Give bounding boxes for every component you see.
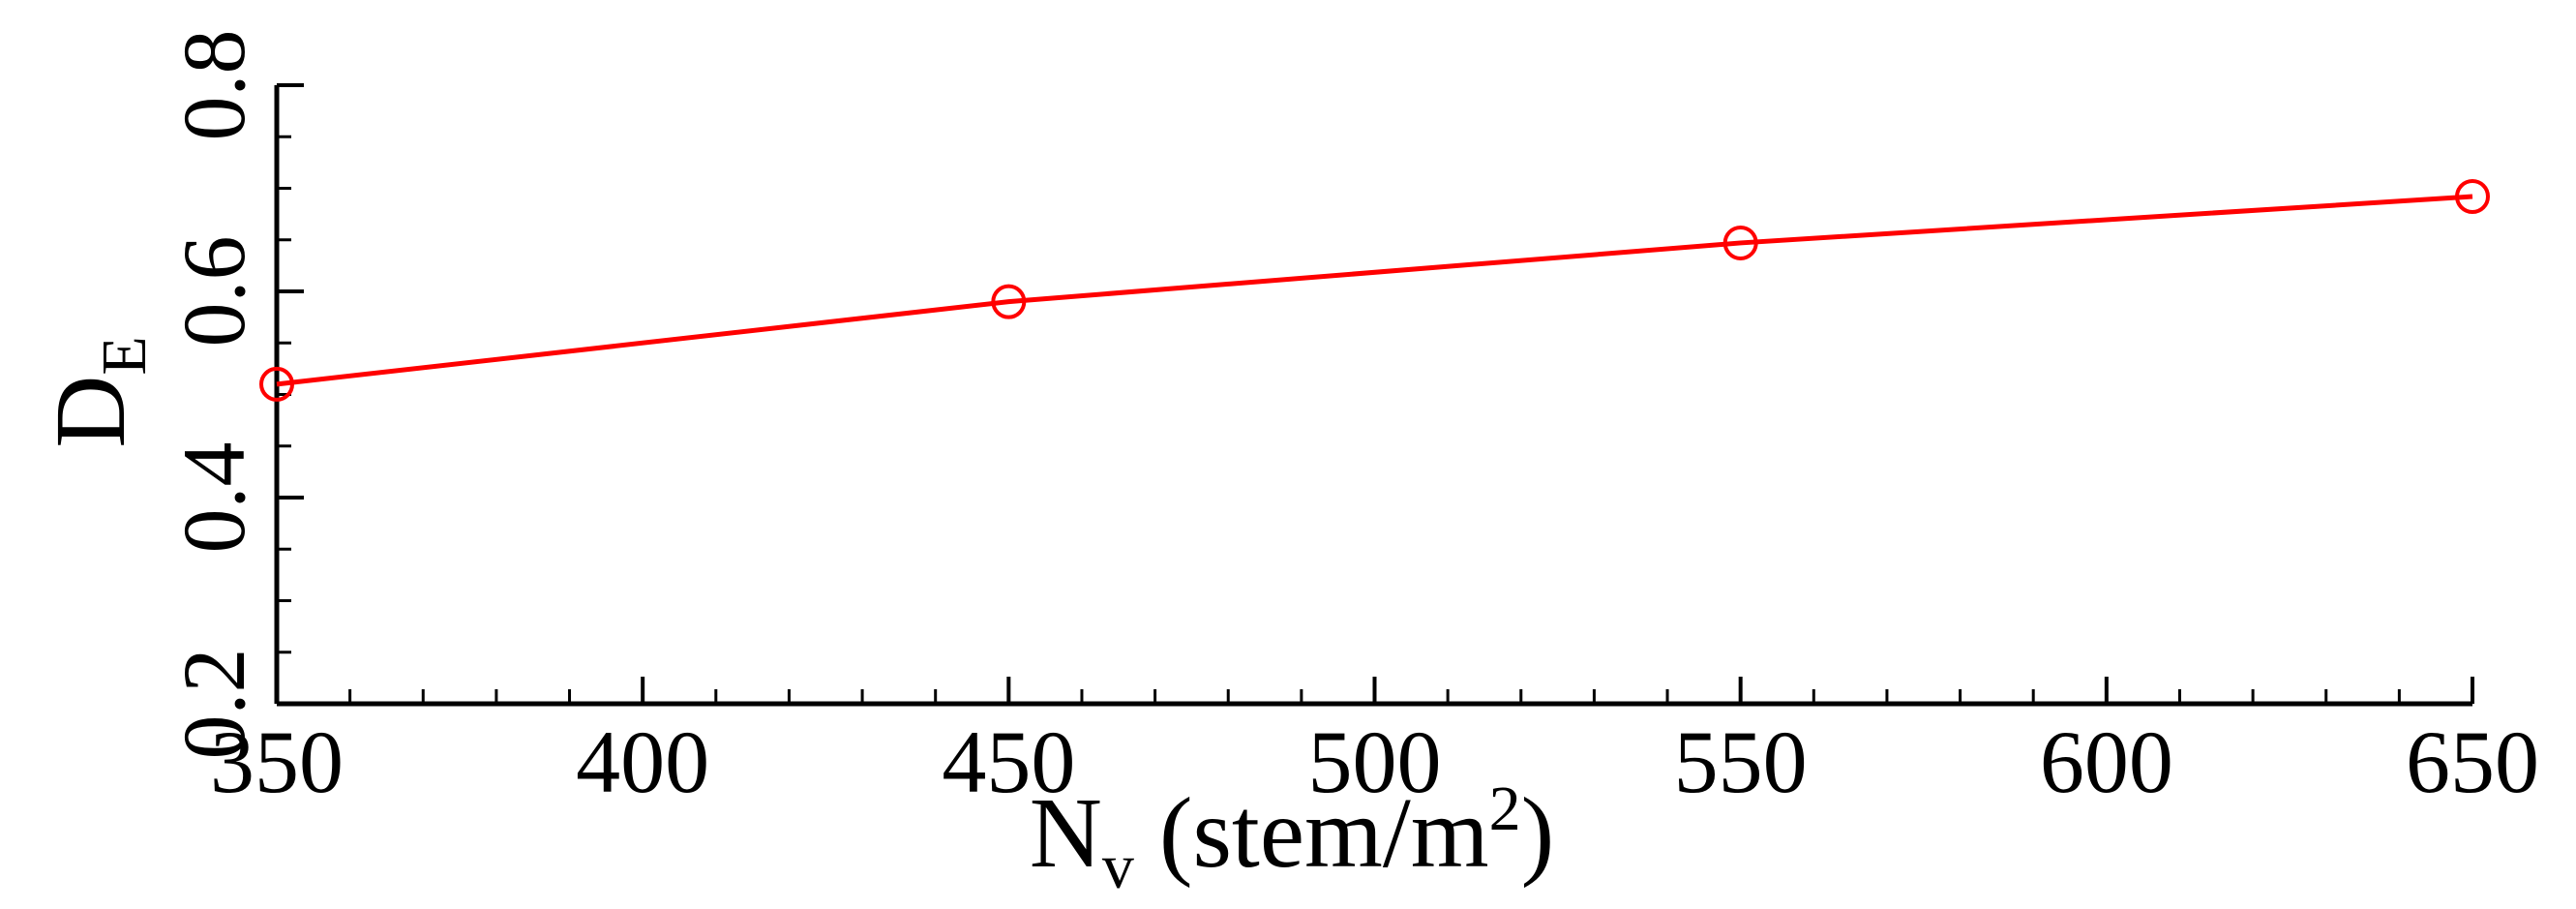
x-tick-label-350: 350 xyxy=(210,712,344,811)
y-axis-label-main: D xyxy=(35,376,146,448)
x-axis-label-subscript: v xyxy=(1102,832,1134,902)
x-axis-label-superscript: 2 xyxy=(1489,773,1521,844)
data-point-350 xyxy=(259,366,294,402)
data-point-450 xyxy=(991,284,1027,319)
x-axis-label: Nv (stem/m2) xyxy=(1030,773,1555,902)
x-tick-label-550: 550 xyxy=(1674,712,1808,811)
y-tick-label-0.4: 0.4 xyxy=(165,442,263,554)
x-tick-label-650: 650 xyxy=(2406,712,2539,811)
y-axis-label-subscript: E xyxy=(89,336,160,375)
x-tick-label-400: 400 xyxy=(576,712,709,811)
series-line-0 xyxy=(276,194,2473,387)
data-point-550 xyxy=(1722,225,1758,260)
x-tick-label-500: 500 xyxy=(1308,712,1442,811)
major-ticks xyxy=(275,83,2474,706)
x-axis-label-close: ) xyxy=(1521,777,1555,889)
series-layer xyxy=(259,179,2490,402)
data-point-650 xyxy=(2455,179,2490,215)
x-tick-label-450: 450 xyxy=(942,712,1075,811)
x-axis-label-unit: (stem/m xyxy=(1134,777,1489,889)
y-axis-label: DE xyxy=(35,336,160,447)
y-tick-labels: 0.2 0.4 0.6 0.8 xyxy=(165,30,263,760)
y-tick-label-0.2: 0.2 xyxy=(165,649,263,760)
x-tick-labels: 350 400 450 500 550 600 650 xyxy=(210,712,2539,811)
y-tick-label-0.6: 0.6 xyxy=(165,236,263,348)
y-tick-label-0.8: 0.8 xyxy=(165,30,263,141)
x-tick-label-600: 600 xyxy=(2040,712,2173,811)
x-axis-label-main: N xyxy=(1030,777,1102,889)
